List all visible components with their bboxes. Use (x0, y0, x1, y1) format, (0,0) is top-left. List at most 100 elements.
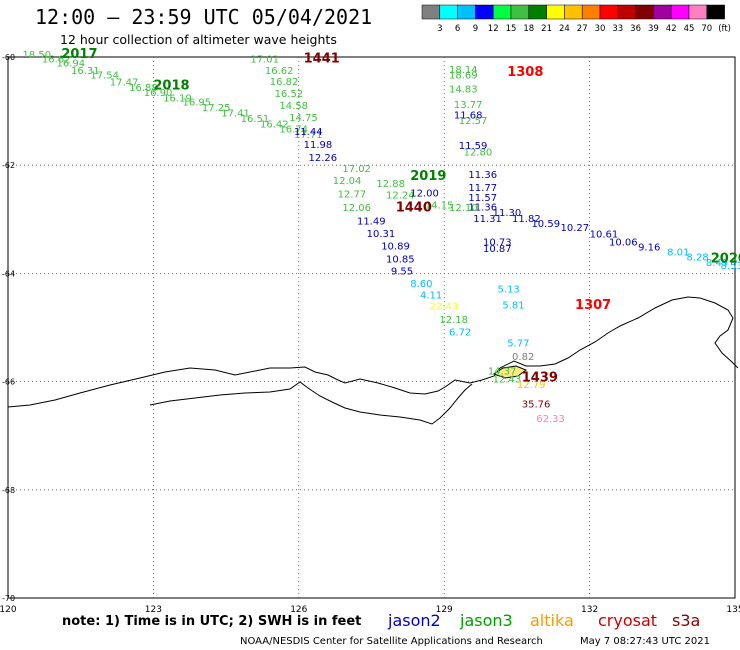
colorbar-swatch (457, 4, 476, 20)
map-frame (7, 56, 736, 599)
wave-height-label: 16.88 (129, 83, 158, 94)
wave-height-label: 12.43 (493, 375, 522, 386)
colorbar-swatch (546, 4, 565, 20)
wave-height-label: 10.27 (561, 223, 590, 234)
wave-height-label: 16.74 (279, 125, 308, 136)
coastline-inlet-path (149, 381, 473, 425)
colorbar-tick-label: 9 (473, 24, 478, 34)
wave-height-label: 16.95 (182, 98, 211, 109)
wave-height-label: 17.25 (202, 103, 231, 114)
wave-height-label: 11.49 (357, 217, 386, 228)
wave-height-label: 10.85 (386, 255, 415, 266)
wave-height-label: 10.61 (590, 230, 619, 241)
colorbar-tick-label: 18 (523, 24, 534, 34)
wave-height-label: 12.24 (386, 191, 415, 202)
wave-height-label: 17.02 (342, 164, 371, 175)
wave-height-label: 11.30 (493, 208, 522, 219)
coastline-path (7, 296, 739, 408)
wave-height-label: 8.53 (720, 261, 740, 272)
wave-height-label: 9.55 (391, 266, 413, 277)
pass-number-marker: 2018 (153, 78, 189, 93)
colorbar-tick-label: 39 (648, 24, 659, 34)
legend-satellite-cryosat: cryosat (598, 611, 657, 630)
wave-height-label: 16.19 (163, 93, 192, 104)
wave-height-label: 17.01 (250, 54, 279, 65)
wave-height-label: 8.28 (687, 252, 709, 263)
wave-height-label: 22.43 (430, 302, 459, 313)
colorbar-swatch (528, 4, 547, 20)
wave-height-label: 12.57 (459, 116, 488, 127)
wave-height-label: 16.62 (42, 54, 71, 65)
wave-height-labels: 18.5016.6216.9416.3117.5417.4716.8816.90… (23, 50, 740, 425)
colorbar-tick-label: 45 (684, 24, 695, 34)
wave-height-label: 10.73 (483, 237, 512, 248)
wave-height-label: 10.31 (367, 229, 396, 240)
colorbar-tick-label: (ft) (718, 24, 731, 34)
wave-height-label: 10.06 (609, 237, 638, 248)
wave-height-label: 4.11 (420, 290, 442, 301)
wave-height-label: 8.49 (706, 258, 728, 269)
wave-height-label: 11.77 (468, 183, 497, 194)
colorbar-tick-label: 12 (488, 24, 499, 34)
latitude-label: -66 (2, 378, 15, 387)
wave-height-label: 17.71 (294, 130, 323, 141)
wave-height-label: 12.88 (376, 179, 405, 190)
wave-height-label: 11.82 (512, 214, 541, 225)
longitude-label: 123 (145, 605, 162, 615)
legend-satellite-jason3: jason3 (459, 611, 513, 630)
colorbar-tick-label: 21 (541, 24, 552, 34)
wave-height-label: 11.31 (473, 214, 502, 225)
wave-height-label: 5.13 (498, 284, 520, 295)
map-subtitle: 12 hour collection of altimeter wave hei… (60, 32, 337, 47)
wave-height-label: 14.83 (449, 85, 478, 96)
color-scale-bar: 3 6 9 12 15 18 21 24 27 30 33 36 39 42 45 70 (ft) (421, 4, 731, 34)
wave-height-label: 18.14 (449, 65, 478, 76)
pass-number-marker: 1439 (522, 371, 558, 386)
colorbar-tick-label: 33 (612, 24, 623, 34)
wave-height-label: 11.59 (459, 141, 488, 152)
wave-height-label: 16.42 (260, 119, 289, 130)
wave-height-label: 5.81 (502, 301, 524, 312)
longitude-label: 135 (726, 605, 740, 615)
wave-height-label: 16.52 (275, 89, 304, 100)
wave-height-label: 12.79 (517, 380, 546, 391)
wave-height-label: 8.60 (410, 279, 432, 290)
wave-height-label: 14.37 (488, 367, 517, 378)
colorbar-swatch (688, 4, 708, 20)
wave-height-label: 16.90 (144, 88, 173, 99)
colorbar-swatch (706, 4, 725, 20)
longitude-label: 126 (290, 605, 307, 615)
wave-height-label: 17.47 (110, 78, 139, 89)
wave-height-label: 16.31 (71, 66, 100, 77)
map-title: 12:00 – 23:59 UTC 05/04/2021 (35, 5, 372, 29)
pass-number-marker: 1440 (396, 201, 432, 216)
footer-credit: NOAA/NESDIS Center for Satellite Applica… (240, 636, 543, 647)
wave-height-label: 16.62 (265, 66, 294, 77)
wave-height-label: 17.41 (221, 109, 250, 120)
colorbar-swatch (635, 4, 654, 20)
colorbar-swatch (617, 4, 636, 20)
pass-markers: 2017 2018 1441 1308 2019 1440 2020 1307 1439 (61, 47, 740, 386)
wave-height-label: 12.26 (308, 153, 337, 164)
wave-height-label: 11.68 (454, 111, 483, 122)
wave-height-label: 12.18 (439, 315, 468, 326)
colorbar-tick-label: 30 (595, 24, 606, 34)
longitude-label: 120 (0, 605, 17, 615)
colorbar-tick-label: 15 (506, 24, 517, 34)
wave-height-label: 12.10 (449, 203, 478, 214)
wave-height-label: 11.36 (468, 203, 497, 214)
latitude-label: -60 (2, 53, 15, 62)
wave-height-label: 14.15 (425, 200, 454, 211)
colorbar-tick-label: 24 (559, 24, 570, 34)
colorbar-tick-label: 3 (437, 24, 442, 34)
colorbar-swatch (439, 4, 458, 20)
pass-number-marker: 1308 (507, 65, 543, 80)
pass-number-marker: 1441 (304, 51, 340, 66)
legend-satellite-jason2: jason2 (387, 611, 441, 630)
latitude-label: -64 (2, 269, 15, 278)
wave-height-label: 5.77 (507, 338, 529, 349)
pass-number-marker: 2020 (711, 252, 740, 267)
wave-height-label: 14.58 (279, 101, 308, 112)
wave-height-label: 12.00 (410, 189, 439, 200)
